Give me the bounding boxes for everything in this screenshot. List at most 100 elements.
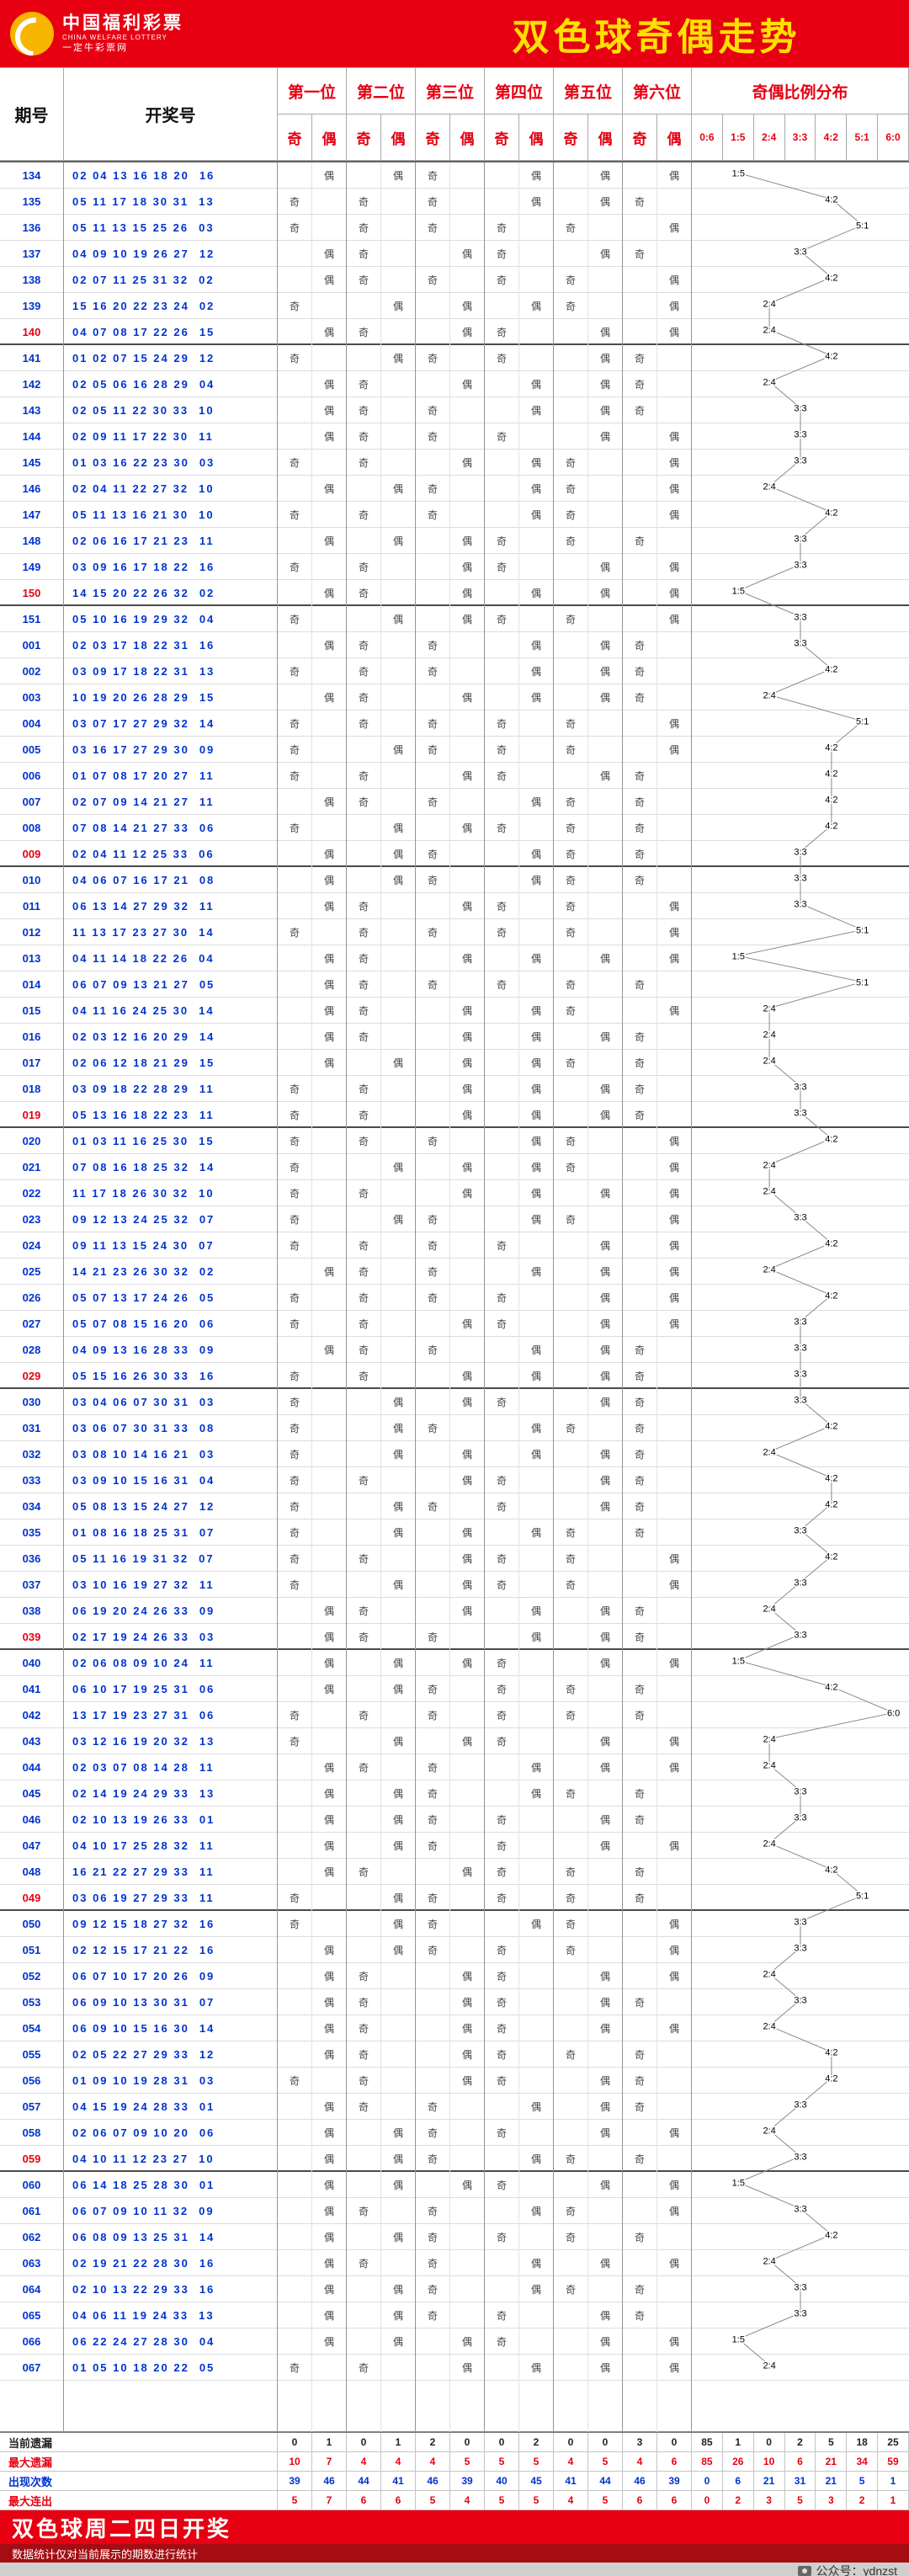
odd-cell [623,1259,657,1285]
odd-cell: 奇 [278,189,312,215]
even-cell [657,2094,692,2120]
even-cell [450,2146,485,2172]
even-cell: 偶 [381,815,416,841]
red-balls: 02 04 13 16 18 20 [72,169,189,182]
even-cell [450,1206,485,1232]
odd-cell: 奇 [623,371,657,397]
odd-cell [485,1076,519,1102]
even-cell [657,1076,692,1102]
odd-cell: 奇 [416,2276,450,2302]
summary-value: 4 [554,2452,588,2472]
even-cell [450,423,485,450]
numbers-cell: 02 09 11 17 22 30 11 [64,423,278,450]
even-cell [312,815,347,841]
table-row: 064 02 10 13 22 29 33 16 偶偶奇偶奇奇 [0,2276,909,2302]
summary-value: 3 [816,2491,848,2510]
summary-value: 0 [347,2433,381,2452]
odd-cell: 奇 [278,293,312,319]
period-cell: 050 [0,1911,64,1937]
red-balls: 09 12 15 18 27 32 [72,1918,189,1930]
summary-table: 当前遗漏 0 1 0 1 2 0 0 2 0 0 3 0 85 1 0 2 5 18 25 最大遗漏 10 7 4 4 4 5 5 5 4… [0,2432,909,2510]
blue-ball: 06 [199,1317,215,1330]
even-cell: 偶 [657,450,692,476]
ratio-area [692,1650,909,1676]
even-cell [450,215,485,241]
table-row: 039 02 17 19 24 26 33 03 偶奇奇偶偶奇 [0,1624,909,1650]
odd-cell [416,528,450,554]
period-cell: 012 [0,919,64,945]
odd-cell [623,162,657,189]
odd-cell [278,1650,312,1676]
even-cell: 偶 [588,2015,623,2041]
even-header: 偶 [588,114,623,161]
even-cell: 偶 [519,1206,554,1232]
red-balls: 01 08 16 18 25 31 [72,1526,189,1539]
ratio-area [692,528,909,554]
red-balls: 02 03 17 18 22 31 [72,639,189,652]
ratio-area [692,1128,909,1154]
numbers-cell: 10 19 20 26 28 29 15 [64,684,278,711]
summary-value: 2 [519,2433,554,2452]
odd-cell [416,1363,450,1389]
ratio-area [692,1363,909,1389]
numbers-cell: 07 08 14 21 27 33 06 [64,815,278,841]
even-cell [312,1102,347,1128]
odd-cell [416,319,450,345]
numbers-cell: 06 07 10 17 20 26 09 [64,1963,278,1989]
odd-cell [347,1154,381,1180]
blue-ball: 14 [199,2022,215,2035]
red-balls: 02 14 19 24 29 33 [72,1787,189,1800]
even-cell [519,1389,554,1415]
even-cell [657,763,692,789]
period-cell: 059 [0,2146,64,2172]
odd-cell [416,371,450,397]
period-cell: 016 [0,1024,64,1050]
numbers-cell: 01 03 11 16 25 30 15 [64,1128,278,1154]
even-cell: 偶 [657,1128,692,1154]
ratio-area [692,580,909,606]
numbers-cell: 03 16 17 27 29 30 09 [64,737,278,763]
period-cell: 009 [0,841,64,867]
odd-cell [485,1050,519,1076]
odd-cell: 奇 [278,1441,312,1467]
even-cell: 偶 [657,1259,692,1285]
summary-value: 0 [485,2433,519,2452]
table-row: 018 03 09 18 22 28 29 11 奇奇偶偶偶奇 [0,1076,909,1102]
odd-cell: 奇 [554,1128,588,1154]
numbers-cell: 02 10 13 22 29 33 16 [64,2276,278,2302]
odd-cell [554,1754,588,1780]
summary-value: 4 [554,2491,588,2510]
even-cell: 偶 [312,867,347,893]
position-header: 第五位 [554,68,623,114]
odd-cell [554,1259,588,1285]
even-cell [588,476,623,502]
even-cell: 偶 [312,423,347,450]
odd-cell: 奇 [623,1493,657,1520]
period-cell: 064 [0,2276,64,2302]
even-cell: 偶 [519,998,554,1024]
even-cell [588,737,623,763]
even-cell: 偶 [450,684,485,711]
even-cell: 偶 [312,397,347,423]
odd-cell: 奇 [416,789,450,815]
even-cell: 偶 [657,1963,692,1989]
even-cell: 偶 [312,1259,347,1285]
blue-ball: 05 [199,2361,215,2374]
odd-cell: 奇 [278,554,312,580]
blue-ball: 03 [199,221,215,234]
odd-cell: 奇 [278,1102,312,1128]
blue-ball: 16 [199,169,215,182]
even-cell [519,1728,554,1754]
period-cell: 045 [0,1780,64,1807]
table-row: 066 06 22 24 27 28 30 04 偶偶偶奇偶偶 [0,2329,909,2355]
period-cell: 148 [0,528,64,554]
odd-cell: 奇 [554,1520,588,1546]
even-cell [657,1702,692,1728]
table-header: 期号 开奖号 第一位 第二位 第三位 第四位 第五位 第六位 奇偶比例分布奇偶奇偶奇偶奇偶奇… [0,67,909,162]
numbers-cell: 02 05 11 22 30 33 10 [64,397,278,423]
odd-cell: 奇 [485,2120,519,2146]
even-cell: 偶 [657,737,692,763]
even-cell: 偶 [519,2355,554,2381]
even-cell [312,1520,347,1546]
even-cell [657,1520,692,1546]
